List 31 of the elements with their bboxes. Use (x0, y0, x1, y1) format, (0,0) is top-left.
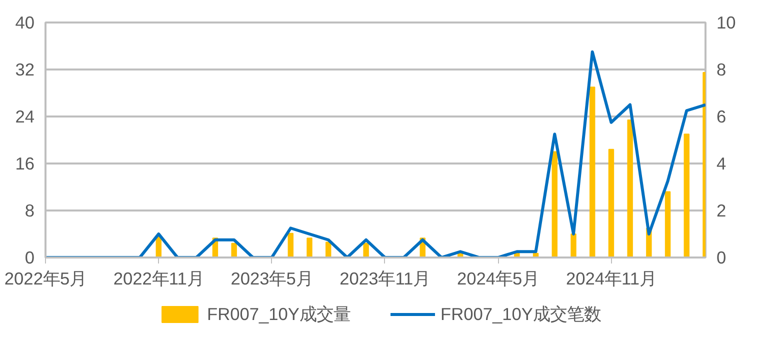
bar (231, 242, 237, 258)
bar (363, 242, 369, 258)
bar (608, 148, 614, 258)
bar (627, 120, 633, 258)
y2-tick-label: 2 (716, 200, 726, 220)
y-tick-label: 0 (24, 248, 35, 268)
legend-label: FR007_10Y成交笔数 (440, 302, 601, 326)
y2-tick-label: 10 (716, 12, 736, 32)
x-tick-label: 2023年11月 (340, 268, 430, 288)
x-tick-label: 2022年11月 (113, 268, 204, 288)
x-tick-label: 2024年11月 (566, 268, 656, 288)
y2-tick-label: 6 (716, 106, 726, 126)
bar (590, 86, 596, 258)
x-tick-label: 2023年5月 (230, 268, 313, 288)
bar (664, 191, 671, 258)
y-tick-label: 16 (15, 154, 35, 174)
x-tick-label: 2024年5月 (456, 268, 540, 288)
y-tick-label: 32 (15, 60, 35, 80)
x-tick-label: 2022年5月 (4, 268, 87, 288)
y2-tick-label: 8 (716, 60, 726, 80)
legend-label: FR007_10Y成交量 (207, 302, 350, 326)
y-tick-label: 8 (24, 200, 35, 220)
y-tick-label: 40 (15, 12, 35, 32)
bar (570, 234, 576, 258)
bar (306, 238, 312, 258)
bar (684, 134, 690, 258)
bar (288, 232, 294, 258)
y2-tick-label: 0 (716, 248, 726, 268)
bar (552, 151, 558, 258)
y2-tick-label: 4 (716, 154, 726, 174)
y-tick-label: 24 (15, 106, 35, 126)
